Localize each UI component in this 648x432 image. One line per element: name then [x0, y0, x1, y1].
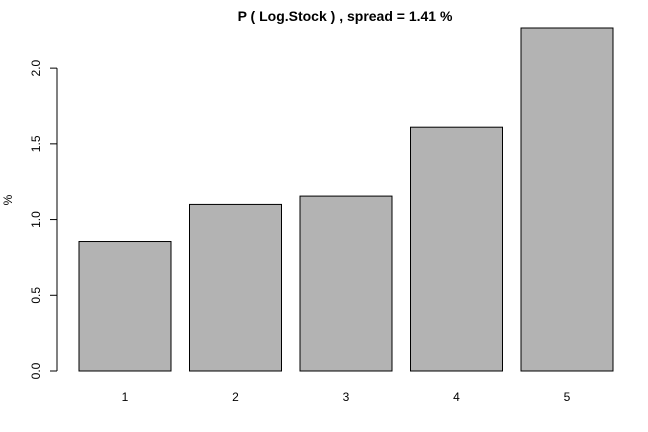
x-tick-label: 1: [122, 390, 129, 404]
x-tick-label: 4: [453, 390, 460, 404]
y-tick-label: 1.5: [29, 135, 43, 152]
bar-5: [520, 27, 614, 372]
y-axis: 0.0 0.5 1.0 1.5 2.0: [29, 59, 58, 379]
y-tick-label: 0.5: [29, 287, 43, 304]
y-axis-label: %: [1, 194, 15, 205]
x-tick-labels: 1 2 3 4 5: [122, 390, 571, 404]
x-tick-label: 3: [343, 390, 350, 404]
x-tick-label: 2: [232, 390, 239, 404]
chart-title: P ( Log.Stock ) , spread = 1.41 %: [238, 8, 453, 24]
y-tick-label: 1.0: [29, 211, 43, 228]
bar-3: [299, 195, 393, 372]
y-tick-label: 0.0: [29, 362, 43, 379]
bars-group: [78, 27, 614, 372]
x-tick-label: 5: [564, 390, 571, 404]
y-tick-label: 2.0: [29, 59, 43, 76]
bar-4: [410, 126, 503, 372]
bar-1: [78, 241, 172, 372]
bar-2: [189, 203, 282, 372]
